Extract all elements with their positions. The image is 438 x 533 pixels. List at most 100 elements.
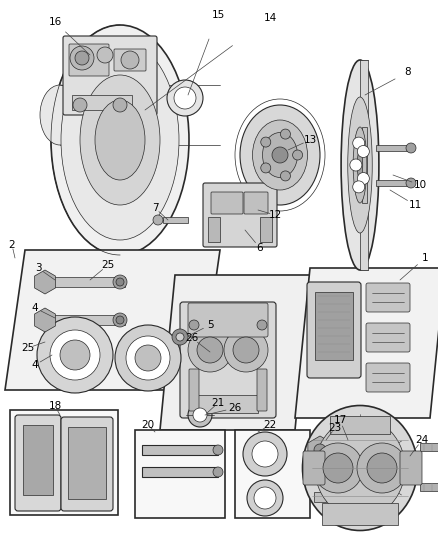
Circle shape: [357, 173, 369, 184]
Ellipse shape: [341, 60, 379, 270]
Bar: [330, 416, 390, 434]
Circle shape: [174, 87, 196, 109]
Text: 23: 23: [328, 423, 342, 433]
Text: 8: 8: [405, 67, 411, 77]
Bar: [260, 217, 272, 242]
Ellipse shape: [357, 150, 363, 180]
Text: 18: 18: [48, 401, 62, 411]
Circle shape: [261, 163, 271, 173]
FancyBboxPatch shape: [61, 417, 113, 511]
Bar: [142, 445, 218, 455]
Circle shape: [406, 143, 416, 153]
Bar: [322, 503, 398, 525]
FancyBboxPatch shape: [63, 36, 157, 115]
Circle shape: [188, 328, 232, 372]
Circle shape: [167, 80, 203, 116]
Ellipse shape: [252, 120, 307, 190]
Text: 21: 21: [212, 398, 225, 408]
Text: 25: 25: [101, 260, 115, 270]
Circle shape: [113, 313, 127, 327]
Text: 4: 4: [32, 303, 38, 313]
Polygon shape: [35, 308, 55, 332]
Circle shape: [257, 320, 267, 330]
Circle shape: [314, 444, 326, 456]
Circle shape: [126, 336, 170, 380]
Ellipse shape: [40, 85, 80, 145]
Circle shape: [254, 487, 276, 509]
Text: 12: 12: [268, 210, 282, 220]
FancyBboxPatch shape: [307, 282, 361, 378]
Circle shape: [313, 443, 363, 493]
Ellipse shape: [51, 25, 189, 255]
Bar: [45, 277, 125, 287]
Bar: [72, 95, 132, 110]
FancyBboxPatch shape: [180, 302, 276, 418]
Text: 6: 6: [257, 243, 263, 253]
FancyBboxPatch shape: [15, 415, 61, 511]
Circle shape: [261, 137, 271, 147]
Bar: [376, 145, 411, 151]
Text: 13: 13: [304, 135, 317, 145]
Bar: [376, 180, 411, 186]
Circle shape: [113, 275, 127, 289]
FancyBboxPatch shape: [211, 192, 243, 214]
Circle shape: [121, 51, 139, 69]
FancyBboxPatch shape: [188, 303, 268, 337]
Text: 24: 24: [415, 435, 429, 445]
Circle shape: [116, 316, 124, 324]
Bar: [68, 427, 106, 499]
Circle shape: [280, 171, 290, 181]
Ellipse shape: [303, 406, 417, 530]
Circle shape: [252, 441, 278, 467]
Bar: [360, 60, 368, 270]
Bar: [362, 127, 367, 203]
Polygon shape: [308, 436, 332, 464]
Ellipse shape: [95, 100, 145, 180]
Text: 2: 2: [9, 240, 15, 250]
FancyBboxPatch shape: [400, 451, 422, 485]
Circle shape: [60, 340, 90, 370]
FancyBboxPatch shape: [366, 363, 410, 392]
Bar: [45, 315, 125, 325]
Circle shape: [97, 47, 113, 63]
Circle shape: [213, 445, 223, 455]
FancyBboxPatch shape: [257, 369, 267, 411]
Bar: [235, 430, 310, 518]
FancyBboxPatch shape: [203, 183, 277, 247]
Circle shape: [50, 330, 100, 380]
Text: 1: 1: [422, 253, 428, 263]
Polygon shape: [295, 268, 438, 418]
Circle shape: [193, 408, 207, 422]
Circle shape: [323, 453, 353, 483]
Text: 17: 17: [333, 415, 346, 425]
FancyBboxPatch shape: [244, 192, 268, 214]
Ellipse shape: [315, 418, 405, 518]
Text: 5: 5: [207, 320, 213, 330]
Circle shape: [73, 98, 87, 112]
Text: 16: 16: [48, 17, 62, 27]
Text: 3: 3: [35, 263, 41, 273]
Text: 14: 14: [263, 13, 277, 23]
Circle shape: [293, 150, 303, 160]
FancyBboxPatch shape: [69, 44, 109, 76]
Ellipse shape: [353, 127, 367, 203]
Bar: [23, 425, 53, 495]
Bar: [420, 483, 438, 491]
FancyBboxPatch shape: [114, 49, 146, 71]
Text: 20: 20: [141, 420, 155, 430]
Text: 26: 26: [228, 403, 242, 413]
Circle shape: [280, 129, 290, 139]
Circle shape: [233, 337, 259, 363]
Bar: [316, 465, 324, 495]
Circle shape: [353, 181, 365, 193]
Bar: [142, 467, 218, 477]
Bar: [420, 443, 438, 451]
Circle shape: [115, 325, 181, 391]
Circle shape: [172, 329, 188, 345]
Circle shape: [135, 345, 161, 371]
Circle shape: [197, 337, 223, 363]
Text: 26: 26: [185, 333, 198, 343]
Circle shape: [247, 480, 283, 516]
FancyBboxPatch shape: [366, 323, 410, 352]
Circle shape: [113, 98, 127, 112]
